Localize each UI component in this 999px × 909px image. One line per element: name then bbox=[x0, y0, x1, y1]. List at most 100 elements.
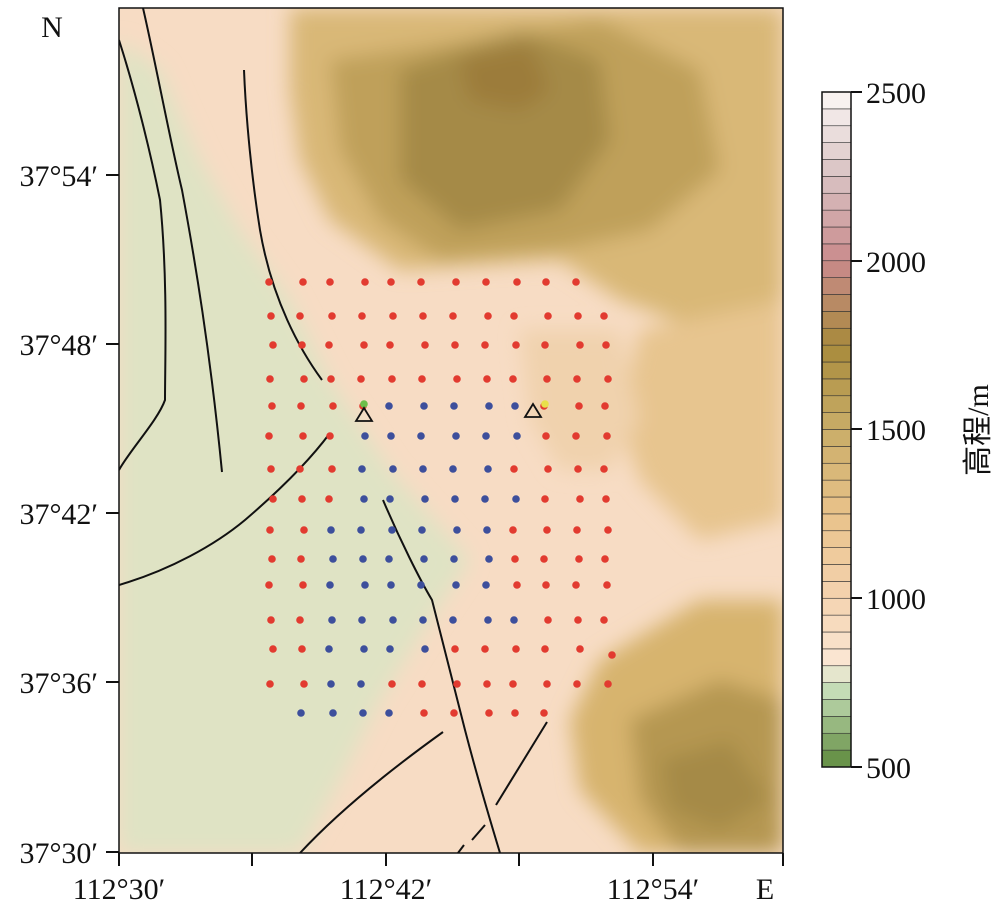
colorbar-cell bbox=[821, 749, 852, 768]
station-point bbox=[360, 495, 368, 503]
station-point bbox=[300, 526, 308, 534]
colorbar-cell bbox=[821, 716, 852, 734]
station-point bbox=[601, 555, 609, 563]
colorbar-cell bbox=[821, 91, 852, 110]
fault-line bbox=[142, 8, 223, 473]
colorbar-cell bbox=[821, 496, 852, 515]
station-point bbox=[511, 709, 519, 717]
lat-label-37-36: 37°36′ bbox=[19, 667, 98, 700]
colorbar-cell bbox=[821, 159, 852, 177]
triangle-markers bbox=[354, 402, 543, 422]
station-point bbox=[450, 402, 458, 410]
colorbar-cell bbox=[821, 732, 852, 751]
station-point bbox=[389, 312, 397, 320]
station-point bbox=[421, 495, 429, 503]
station-point bbox=[573, 526, 581, 534]
station-point bbox=[419, 616, 427, 624]
colorbar-cell bbox=[821, 614, 852, 633]
station-point bbox=[513, 581, 521, 589]
colorbar-cell bbox=[821, 530, 852, 548]
station-point bbox=[576, 341, 584, 349]
station-point bbox=[572, 581, 580, 589]
station-point bbox=[452, 432, 460, 440]
fault-line bbox=[119, 432, 331, 586]
station-point bbox=[386, 341, 394, 349]
colorbar-cell bbox=[821, 564, 852, 582]
station-point bbox=[449, 312, 457, 320]
station-point bbox=[417, 581, 425, 589]
station-point bbox=[544, 616, 552, 624]
colorbar-cell bbox=[821, 581, 852, 599]
station-point bbox=[325, 645, 333, 653]
triangle-marker-west bbox=[354, 406, 374, 422]
station-point bbox=[266, 680, 274, 688]
station-point bbox=[485, 709, 493, 717]
station-point bbox=[327, 680, 335, 688]
axis-ticks bbox=[106, 174, 784, 866]
station-point bbox=[329, 555, 337, 563]
triangle-marker-east bbox=[523, 402, 543, 418]
lat-label-37-48: 37°48′ bbox=[19, 329, 98, 362]
station-point bbox=[420, 402, 428, 410]
station-point bbox=[267, 312, 275, 320]
station-point bbox=[574, 616, 582, 624]
colorbar-cell bbox=[821, 176, 852, 194]
station-point bbox=[450, 555, 458, 563]
station-point bbox=[512, 645, 520, 653]
station-point bbox=[387, 278, 395, 286]
station-point bbox=[357, 680, 365, 688]
station-point bbox=[326, 278, 334, 286]
station-point bbox=[268, 555, 276, 563]
station-point bbox=[269, 495, 277, 503]
station-point bbox=[449, 616, 457, 624]
colorbar-label-2500: 2500 bbox=[866, 77, 926, 110]
colorbar-cell bbox=[821, 361, 852, 380]
fault-line bbox=[495, 721, 548, 806]
station-point bbox=[298, 645, 306, 653]
station-point bbox=[573, 680, 581, 688]
station-point bbox=[388, 680, 396, 688]
fault-line bbox=[119, 39, 167, 471]
station-point bbox=[266, 526, 274, 534]
station-point bbox=[575, 402, 583, 410]
station-point bbox=[419, 465, 427, 473]
station-point bbox=[299, 278, 307, 286]
station-point bbox=[541, 341, 549, 349]
station-point bbox=[481, 341, 489, 349]
eastern-slope bbox=[620, 300, 783, 540]
station-point bbox=[541, 645, 549, 653]
station-point bbox=[325, 341, 333, 349]
fault-line bbox=[457, 844, 465, 853]
station-point bbox=[385, 402, 393, 410]
station-point bbox=[360, 400, 368, 408]
lat-label-37-54: 37°54′ bbox=[19, 160, 98, 193]
station-point bbox=[389, 616, 397, 624]
station-point bbox=[358, 616, 366, 624]
station-point bbox=[417, 432, 425, 440]
station-point bbox=[452, 581, 460, 589]
station-point bbox=[481, 495, 489, 503]
lon-label-112-54: 112°54′ bbox=[607, 873, 699, 906]
station-point bbox=[601, 402, 609, 410]
terrain-layer bbox=[119, 8, 783, 853]
station-point bbox=[299, 432, 307, 440]
station-point bbox=[298, 341, 306, 349]
colorbar-cell bbox=[821, 479, 852, 498]
colorbar-cell bbox=[821, 311, 852, 329]
colorbar-cell bbox=[821, 142, 852, 160]
colorbar-cell bbox=[821, 226, 852, 245]
map-border bbox=[118, 7, 784, 854]
station-point bbox=[361, 432, 369, 440]
station-point bbox=[483, 375, 491, 383]
station-point bbox=[604, 526, 612, 534]
station-point bbox=[418, 680, 426, 688]
station-point bbox=[296, 465, 304, 473]
station-point bbox=[418, 526, 426, 534]
station-point bbox=[449, 465, 457, 473]
fault-lines bbox=[119, 8, 548, 853]
station-point bbox=[540, 709, 548, 717]
colorbar-cell bbox=[821, 412, 852, 430]
station-point bbox=[542, 278, 550, 286]
station-point bbox=[542, 432, 550, 440]
station-point bbox=[388, 526, 396, 534]
